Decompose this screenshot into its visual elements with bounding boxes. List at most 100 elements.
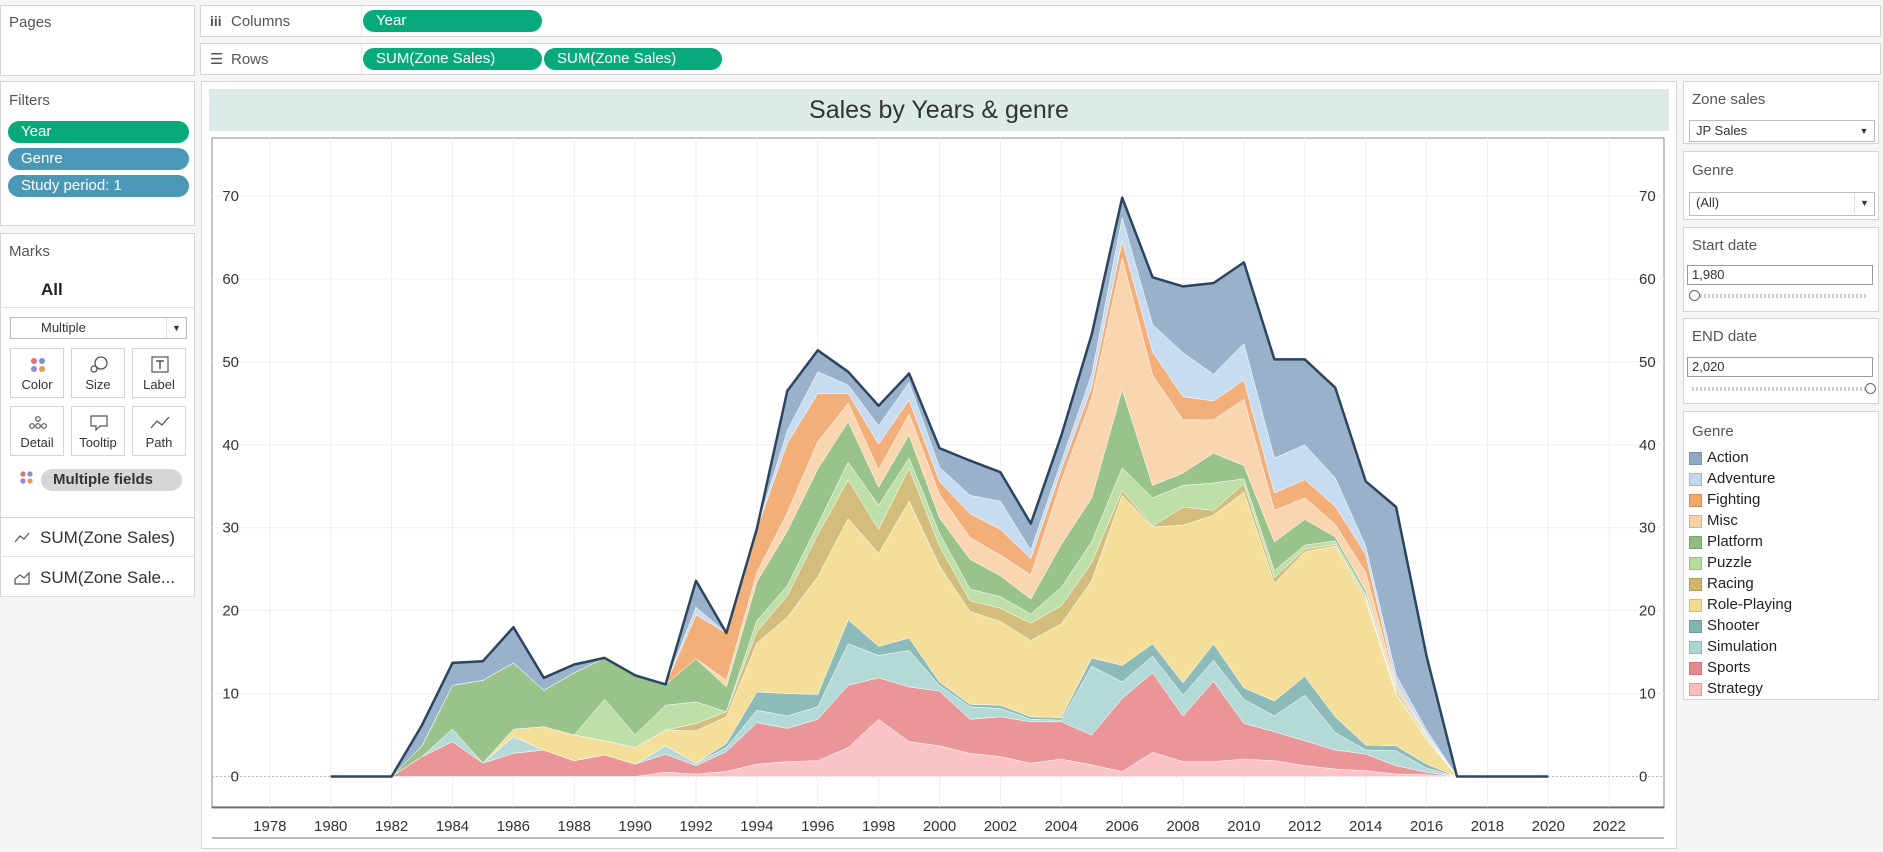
area-chart[interactable]: 1978 1980 1982 1984 1986 1988 1990 1992 1994 1996… xyxy=(201,81,1677,849)
legend-item-racing[interactable]: Racing xyxy=(1689,574,1879,594)
rows-pill-zone-sales-2[interactable]: SUM(Zone Sales) xyxy=(544,48,722,70)
legend-swatch xyxy=(1689,494,1702,507)
label-button[interactable]: Label xyxy=(132,348,186,398)
text-label-icon xyxy=(151,356,169,373)
legend-item-adventure[interactable]: Adventure xyxy=(1689,469,1879,489)
marks-bottom-divider xyxy=(1,517,194,518)
x-tick-label: 2022 xyxy=(1593,818,1626,835)
legend-swatch xyxy=(1689,620,1702,633)
end-date-title: END date xyxy=(1692,328,1758,345)
columns-icon: iii xyxy=(210,13,222,29)
y-tick-label-left: 60 xyxy=(222,271,239,288)
zone-sales-dropdown[interactable]: JP Sales ▼ xyxy=(1689,120,1875,142)
legend-item-strategy[interactable]: Strategy xyxy=(1689,679,1879,699)
legend-label: Fighting xyxy=(1707,491,1761,508)
legend-swatch xyxy=(1689,473,1702,486)
legend-item-misc[interactable]: Misc xyxy=(1689,511,1879,531)
y-tick-label-left: 50 xyxy=(222,354,239,371)
columns-pill-year[interactable]: Year xyxy=(363,10,542,32)
size-button-label: Size xyxy=(85,377,111,392)
end-date-slider-handle[interactable] xyxy=(1865,383,1876,394)
columns-shelf[interactable]: iii Columns Year xyxy=(200,5,1881,37)
start-date-slider-track[interactable] xyxy=(1692,294,1866,298)
legend-swatch xyxy=(1689,599,1702,612)
label-button-label: Label xyxy=(143,377,175,392)
legend-item-action[interactable]: Action xyxy=(1689,448,1879,468)
x-tick-label: 2002 xyxy=(984,818,1017,835)
legend-label: Misc xyxy=(1707,512,1738,529)
x-tick-label: 2004 xyxy=(1045,818,1078,835)
x-tick-label: 1978 xyxy=(253,818,286,835)
legend-label: Platform xyxy=(1707,533,1763,550)
genre-legend-card: Genre Action Adventure Fighting Misc Platfor… xyxy=(1683,411,1879,700)
size-icon xyxy=(90,356,108,373)
x-tick-label: 2020 xyxy=(1532,818,1565,835)
marks-card: Marks All Multiple ▼ Color Size Label De… xyxy=(0,233,195,597)
multiple-fields-icon xyxy=(20,471,33,484)
multiple-fields-pill[interactable]: Multiple fields xyxy=(41,469,182,491)
rows-shelf[interactable]: ☰ Rows SUM(Zone Sales) SUM(Zone Sales) xyxy=(200,43,1881,75)
chevron-down-icon: ▼ xyxy=(1854,193,1874,213)
legend-item-fighting[interactable]: Fighting xyxy=(1689,490,1879,510)
start-date-input[interactable]: 1,980 xyxy=(1687,265,1873,285)
x-tick-label: 1988 xyxy=(558,818,591,835)
y-tick-label-left: 40 xyxy=(222,437,239,454)
legend-item-role-playing[interactable]: Role-Playing xyxy=(1689,595,1879,615)
marks-tab-all[interactable]: All xyxy=(41,280,63,299)
legend-label: Racing xyxy=(1707,575,1754,592)
marks-row-area-label: SUM(Zone Sale... xyxy=(40,568,176,587)
area-chart-icon xyxy=(14,571,30,585)
start-date-slider-handle[interactable] xyxy=(1689,290,1700,301)
start-date-card: Start date 1,980 xyxy=(1683,227,1879,312)
y-tick-label-left: 0 xyxy=(231,768,239,785)
legend-item-puzzle[interactable]: Puzzle xyxy=(1689,553,1879,573)
legend-item-sports[interactable]: Sports xyxy=(1689,658,1879,678)
zone-sales-card: Zone sales JP Sales ▼ xyxy=(1683,81,1879,144)
tooltip-button[interactable]: Tooltip xyxy=(71,406,125,456)
genre-legend-title: Genre xyxy=(1692,423,1734,440)
legend-item-platform[interactable]: Platform xyxy=(1689,532,1879,552)
y-tick-label-left: 30 xyxy=(222,520,239,537)
genre-filter-dropdown[interactable]: (All) ▼ xyxy=(1689,192,1875,216)
y-tick-label-right: 60 xyxy=(1639,271,1656,288)
end-date-slider-track[interactable] xyxy=(1692,387,1866,391)
legend-swatch xyxy=(1689,683,1702,696)
x-tick-label: 2010 xyxy=(1227,818,1260,835)
marks-title: Marks xyxy=(9,243,50,260)
total-sales-line xyxy=(330,196,1549,778)
marks-row-line[interactable]: SUM(Zone Sales) xyxy=(2,519,194,557)
x-tick-label: 1990 xyxy=(618,818,651,835)
marks-row-line-label: SUM(Zone Sales) xyxy=(40,528,176,547)
zone-sales-title: Zone sales xyxy=(1692,91,1766,108)
y-tick-label-right: 0 xyxy=(1639,768,1647,785)
pages-title: Pages xyxy=(9,14,52,31)
genre-filter-title: Genre xyxy=(1692,162,1734,179)
end-date-card: END date 2,020 xyxy=(1683,318,1879,404)
legend-swatch xyxy=(1689,578,1702,591)
end-date-input[interactable]: 2,020 xyxy=(1687,357,1873,377)
filter-pill-study-period[interactable]: Study period: 1 xyxy=(8,175,189,197)
x-tick-label: 1986 xyxy=(497,818,530,835)
chart-title: Sales by Years & genre xyxy=(209,89,1669,131)
size-button[interactable]: Size xyxy=(71,348,125,398)
filter-pill-year[interactable]: Year xyxy=(8,121,189,143)
legend-label: Shooter xyxy=(1707,617,1760,634)
mark-type-value: Multiple xyxy=(41,320,86,335)
detail-button[interactable]: Detail xyxy=(10,406,64,456)
start-date-title: Start date xyxy=(1692,237,1758,254)
legend-item-shooter[interactable]: Shooter xyxy=(1689,616,1879,636)
marks-row-area[interactable]: SUM(Zone Sale... xyxy=(2,559,194,597)
legend-item-simulation[interactable]: Simulation xyxy=(1689,637,1879,657)
line-chart-icon xyxy=(14,532,30,543)
path-icon xyxy=(150,416,170,429)
mark-type-dropdown[interactable]: Multiple ▼ xyxy=(10,317,187,339)
rows-pill-zone-sales-1[interactable]: SUM(Zone Sales) xyxy=(363,48,542,70)
path-button[interactable]: Path xyxy=(132,406,186,456)
y-tick-label-right: 40 xyxy=(1639,437,1656,454)
pages-card: Pages xyxy=(0,5,195,76)
color-icon xyxy=(31,358,45,372)
tooltip-button-label: Tooltip xyxy=(79,435,117,450)
y-tick-label-right: 50 xyxy=(1639,354,1656,371)
color-button[interactable]: Color xyxy=(10,348,64,398)
filter-pill-genre[interactable]: Genre xyxy=(8,148,189,170)
